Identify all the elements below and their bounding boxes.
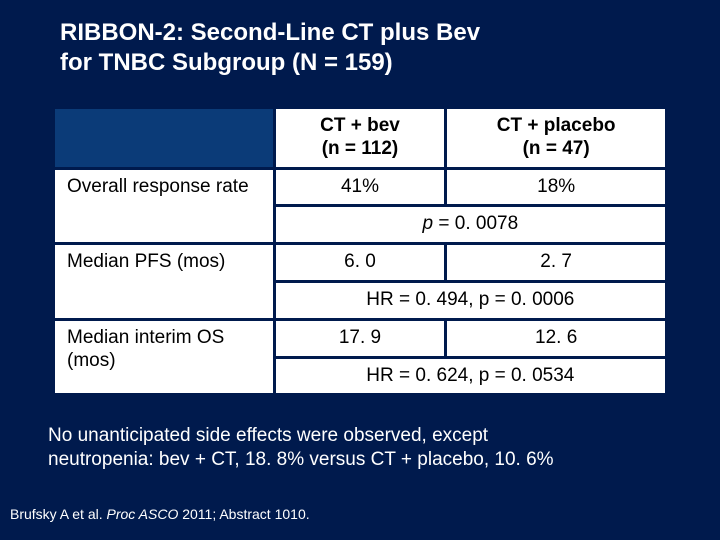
col1-header-l1: CT + bev	[320, 115, 400, 136]
stat-rest: HR = 0. 624, p = 0. 0534	[366, 365, 574, 386]
slide: RIBBON-2: Second-Line CT plus Bev for TN…	[0, 0, 720, 540]
row2-v1: 17. 9	[274, 319, 446, 357]
header-empty-cell	[54, 108, 275, 169]
row1-stat: HR = 0. 494, p = 0. 0006	[274, 281, 666, 319]
row0-stat: p = 0. 0078	[274, 206, 666, 244]
citation-post: 2011; Abstract 1010.	[178, 506, 309, 522]
row2-label: Median interim OS (mos)	[54, 319, 275, 395]
row0-v1: 41%	[274, 168, 446, 206]
citation: Brufsky A et al. Proc ASCO 2011; Abstrac…	[10, 506, 310, 522]
title-line2: for TNBC Subgroup (N = 159)	[60, 49, 393, 76]
results-table: CT + bev (n = 112) CT + placebo (n = 47)…	[48, 102, 672, 400]
citation-pre: Brufsky A et al.	[10, 506, 107, 522]
row2-label-l1: Median interim OS	[67, 327, 224, 348]
row2-stat: HR = 0. 624, p = 0. 0534	[274, 357, 666, 395]
footnote-l2: neutropenia: bev + CT, 18. 8% versus CT …	[48, 449, 554, 470]
row2-label-l2: (mos)	[67, 350, 116, 371]
row1-v2: 2. 7	[446, 244, 667, 282]
stat-rest: HR = 0. 494, p = 0. 0006	[366, 289, 574, 310]
table-row: Median PFS (mos) 6. 0 2. 7	[54, 244, 667, 282]
slide-title: RIBBON-2: Second-Line CT plus Bev for TN…	[0, 0, 720, 78]
row0-label: Overall response rate	[54, 168, 275, 244]
col2-header-l2: (n = 47)	[523, 138, 590, 159]
footnote-l1: No unanticipated side effects were obser…	[48, 425, 488, 446]
row2-v2: 12. 6	[446, 319, 667, 357]
row1-v1: 6. 0	[274, 244, 446, 282]
table-row: Median interim OS (mos) 17. 9 12. 6	[54, 319, 667, 357]
title-line1: RIBBON-2: Second-Line CT plus Bev	[60, 19, 480, 46]
col1-header-l2: (n = 112)	[322, 138, 399, 159]
stat-rest: = 0. 0078	[433, 213, 518, 234]
row1-label: Median PFS (mos)	[54, 244, 275, 320]
citation-ital: Proc ASCO	[107, 506, 179, 522]
col2-header-l1: CT + placebo	[497, 115, 616, 136]
table-header-row: CT + bev (n = 112) CT + placebo (n = 47)	[54, 108, 667, 169]
stat-var: p	[423, 213, 434, 234]
col1-header: CT + bev (n = 112)	[274, 108, 446, 169]
row0-v2: 18%	[446, 168, 667, 206]
table-row: Overall response rate 41% 18%	[54, 168, 667, 206]
col2-header: CT + placebo (n = 47)	[446, 108, 667, 169]
footnote: No unanticipated side effects were obser…	[48, 424, 672, 472]
